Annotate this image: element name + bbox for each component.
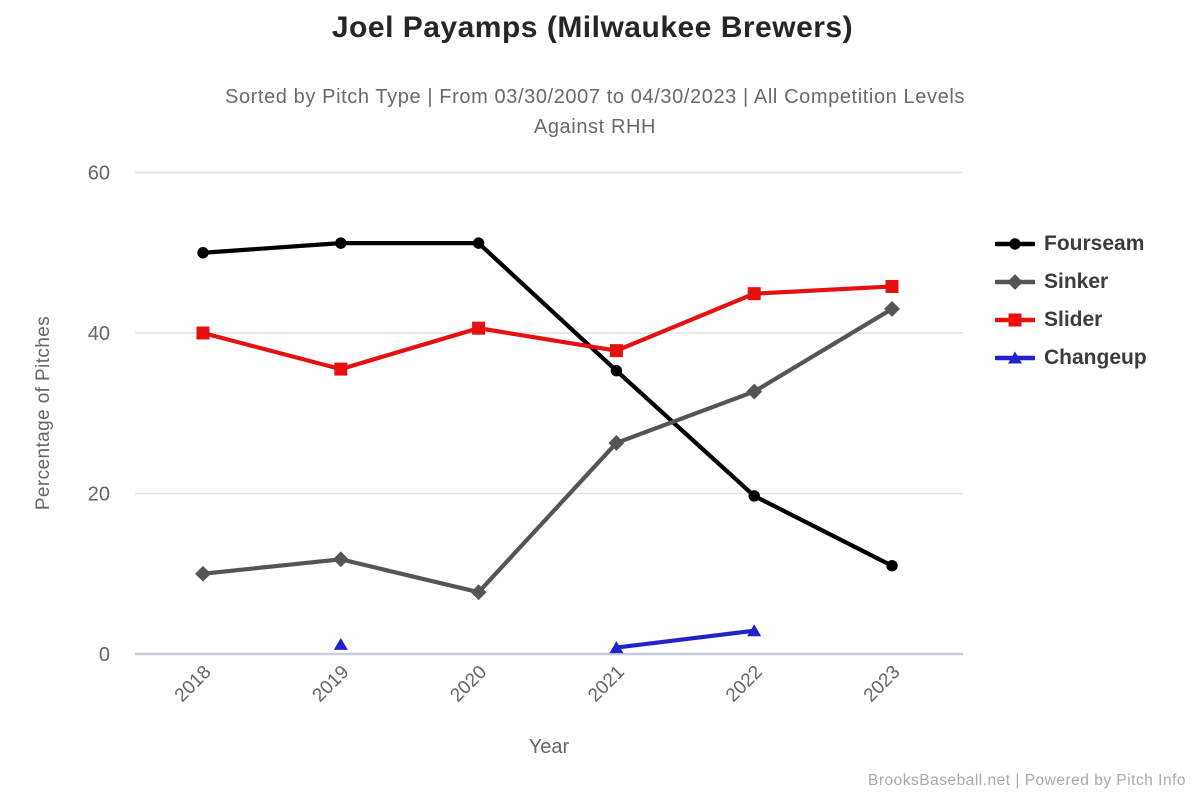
marker-slider-2021 xyxy=(609,344,623,358)
legend-circle-icon xyxy=(995,237,1035,250)
footer-credit: BrooksBaseball.net | Powered by Pitch In… xyxy=(868,772,1186,789)
marker-fourseam-2020 xyxy=(472,237,485,249)
legend-diamond-icon xyxy=(995,273,1035,290)
legend-label-slider: Slider xyxy=(1044,307,1103,331)
marker-sinker-2019 xyxy=(332,551,349,568)
series-line-fourseam xyxy=(200,241,895,568)
series-line-slider xyxy=(200,284,895,372)
x-tick-label-2022: 2022 xyxy=(722,662,767,707)
marker-fourseam-2018 xyxy=(197,247,209,259)
x-tick-label-2020: 2020 xyxy=(446,662,491,707)
legend-item-changeup: Changeup xyxy=(995,345,1147,370)
marker-slider-2020 xyxy=(472,321,486,335)
series-line-changeup xyxy=(614,628,757,650)
x-tick-label-2018: 2018 xyxy=(171,662,216,707)
legend-item-slider: Slider xyxy=(995,307,1147,332)
y-tick-label-60: 60 xyxy=(88,163,110,185)
chart-title: Joel Payamps (Milwaukee Brewers) xyxy=(331,11,854,44)
legend: Fourseam Sinker Slider Changeup xyxy=(995,231,1147,383)
marker-fourseam-2021 xyxy=(610,365,623,377)
legend-label-sinker: Sinker xyxy=(1044,269,1109,293)
marker-slider-2019 xyxy=(334,362,348,376)
marker-fourseam-2019 xyxy=(335,237,347,249)
marker-slider-2022 xyxy=(747,287,761,301)
marker-sinker-2020 xyxy=(470,584,487,601)
series-line-sinker xyxy=(200,306,895,595)
subtitle-line-2: Against RHH xyxy=(533,116,657,138)
marker-sinker-2023 xyxy=(884,301,900,317)
legend-item-fourseam: Fourseam xyxy=(995,231,1147,256)
chart-subtitle: Sorted by Pitch Type | From 03/30/2007 t… xyxy=(0,82,1190,142)
marker-fourseam-2023 xyxy=(886,560,898,572)
marker-fourseam-2022 xyxy=(748,490,760,502)
marker-sinker-2018 xyxy=(195,565,211,582)
x-tick-label-2019: 2019 xyxy=(309,662,354,707)
x-tick-label-2021: 2021 xyxy=(584,662,629,707)
y-tick-label-0: 0 xyxy=(99,644,110,666)
x-tick-label-2023: 2023 xyxy=(860,662,905,707)
marker-slider-2023 xyxy=(885,279,899,293)
legend-label-changeup: Changeup xyxy=(1044,345,1147,369)
y-tick-label-40: 40 xyxy=(88,323,110,345)
legend-triangle-icon xyxy=(995,351,1035,363)
legend-square-icon xyxy=(995,313,1035,326)
y-tick-label-20: 20 xyxy=(88,484,110,506)
marker-changeup-2021 xyxy=(609,641,624,654)
x-axis-title: Year xyxy=(528,736,570,758)
y-axis-title: Percentage of Pitches xyxy=(33,315,54,511)
subtitle-line-1: Sorted by Pitch Type | From 03/30/2007 t… xyxy=(225,86,965,108)
legend-item-sinker: Sinker xyxy=(995,269,1147,294)
legend-label-fourseam: Fourseam xyxy=(1044,231,1145,255)
marker-changeup-2019 xyxy=(333,637,348,650)
marker-slider-2018 xyxy=(196,326,210,340)
marker-sinker-2021 xyxy=(608,435,625,451)
marker-changeup-2022 xyxy=(747,624,762,637)
